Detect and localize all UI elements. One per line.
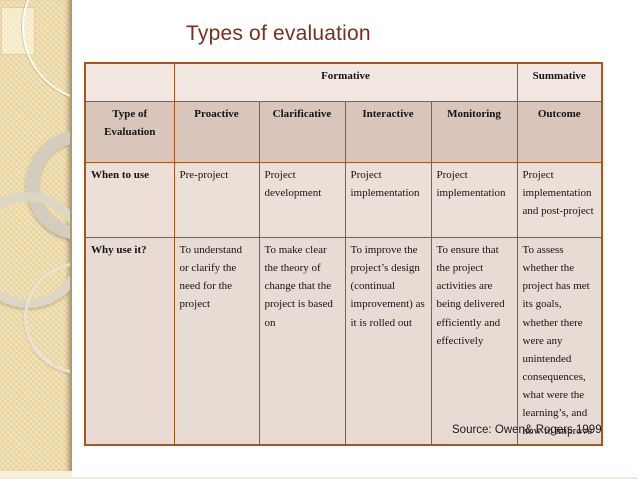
row-label-when-to-use: When to use — [84, 162, 175, 238]
evaluation-table: Formative Summative Type of Evaluation P… — [84, 62, 603, 446]
table-row-when-to-use: When to use Pre-project Project developm… — [84, 162, 603, 238]
table-cell: To understand or clarify the need for th… — [173, 236, 260, 446]
empty-cell — [84, 62, 175, 102]
table-cell: Project implementation — [430, 162, 518, 238]
bottom-accent-line — [0, 477, 638, 479]
column-header-outcome: Outcome — [516, 101, 603, 163]
table-cell: To ensure that the project activities ar… — [430, 236, 518, 446]
table-cell: Pre-project — [173, 162, 260, 238]
formative-group-header: Formative — [173, 62, 518, 102]
column-header-proactive: Proactive — [173, 101, 260, 163]
column-header-type-of-evaluation: Type of Evaluation — [84, 101, 175, 163]
column-header-monitoring: Monitoring — [430, 101, 518, 163]
table-group-header-row: Formative Summative — [84, 62, 603, 102]
slide-title: Types of evaluation — [186, 22, 371, 45]
table-cell: Project development — [258, 162, 346, 238]
sidebar-footer-strip — [0, 471, 72, 479]
summative-group-header: Summative — [516, 62, 603, 102]
table-cell: Project implementation — [344, 162, 432, 238]
row-label-why-use-it: Why use it? — [84, 236, 175, 446]
table-row-why-use-it: Why use it? To understand or clarify the… — [84, 236, 603, 446]
column-header-clarificative: Clarificative — [258, 101, 346, 163]
table-cell: To make clear the theory of change that … — [258, 236, 346, 446]
column-header-interactive: Interactive — [344, 101, 432, 163]
table-cell: To improve the project’s design (continu… — [344, 236, 432, 446]
source-citation: Source: Owen& Rogers 1999 — [452, 424, 602, 436]
table-column-header-row: Type of Evaluation Proactive Clarificati… — [84, 101, 603, 163]
decorative-sidebar — [0, 0, 72, 471]
table-cell: To assess whether the project has met it… — [516, 236, 603, 446]
table-cell: Project implementation and post-project — [516, 162, 603, 238]
decorative-circle — [22, 0, 70, 102]
